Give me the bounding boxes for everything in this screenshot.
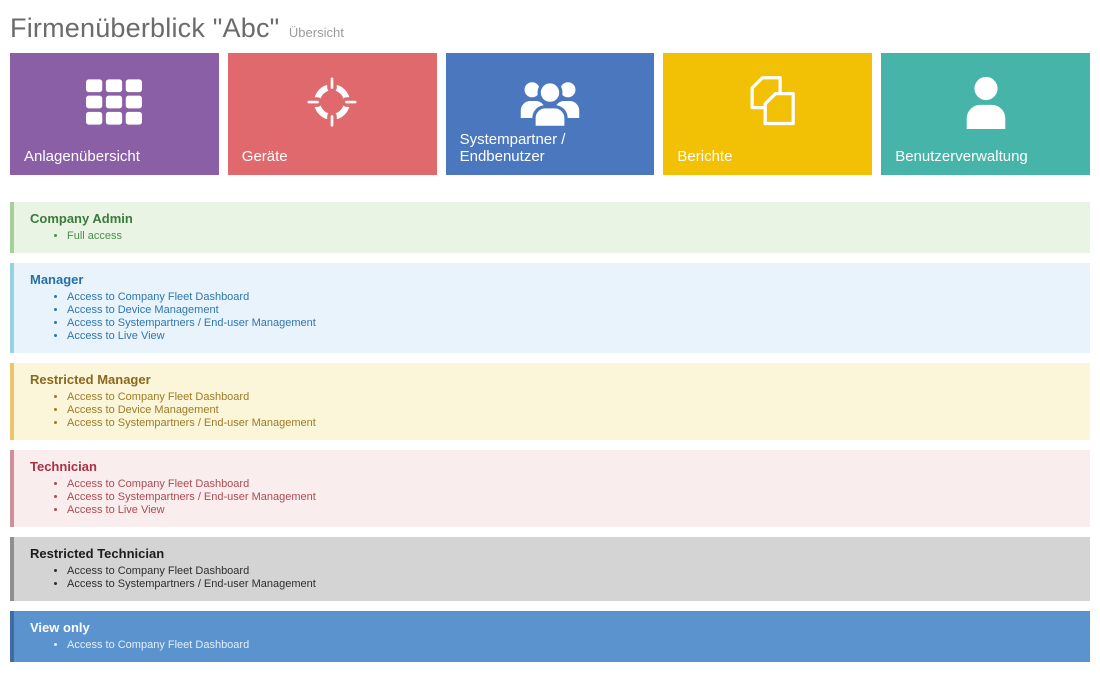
permission-item: Access to Systempartners / End-user Mana…: [67, 578, 1074, 591]
role-card-restricted-manager: Restricted Manager Access to Company Fle…: [10, 363, 1090, 440]
permission-list: Full access: [30, 230, 1074, 243]
permission-list: Access to Company Fleet DashboardAccess …: [30, 291, 1074, 343]
role-title: Restricted Technician: [30, 546, 165, 561]
role-title: Restricted Manager: [30, 372, 151, 387]
permission-list: Access to Company Fleet DashboardAccess …: [30, 565, 1074, 591]
permission-item: Access to Live View: [67, 330, 1074, 343]
role-card-manager: Manager Access to Company Fleet Dashboar…: [10, 263, 1090, 353]
permission-list: Access to Company Fleet DashboardAccess …: [30, 391, 1074, 430]
permission-list: Access to Company Fleet Dashboard: [30, 639, 1074, 652]
tile-benutzerverwaltung[interactable]: Benutzerverwaltung: [881, 53, 1090, 175]
tile-label: Geräte: [241, 148, 288, 165]
permission-list: Access to Company Fleet DashboardAccess …: [30, 478, 1074, 517]
permission-item: Access to Systempartners / End-user Mana…: [67, 317, 1074, 330]
permission-item: Access to Device Management: [67, 304, 1074, 317]
tile-geraete[interactable]: Geräte: [227, 53, 437, 175]
role-card-technician: Technician Access to Company Fleet Dashb…: [10, 450, 1090, 527]
permission-item: Access to Systempartners / End-user Mana…: [67, 491, 1074, 504]
documents-icon: [750, 76, 795, 126]
permission-item: Full access: [67, 230, 1074, 243]
permission-item: Access to Systempartners / End-user Mana…: [67, 417, 1074, 430]
role-title: Manager: [30, 272, 84, 287]
crosshair-icon: [304, 74, 361, 130]
page-subtitle: Übersicht: [288, 25, 344, 40]
page-header: Firmenüberblick "Abc" Übersicht: [0, 0, 1100, 53]
permission-item: Access to Company Fleet Dashboard: [67, 291, 1074, 304]
role-card-restricted-technician: Restricted Technician Access to Company …: [10, 537, 1090, 601]
tile-label: Anlagenübersicht: [24, 148, 140, 165]
grid-icon: [86, 79, 143, 125]
users-icon: [520, 80, 580, 128]
permission-item: Access to Live View: [67, 504, 1074, 517]
user-icon: [966, 76, 1005, 129]
tile-label: Benutzerverwaltung: [895, 148, 1028, 165]
page-title: Firmenüberblick "Abc": [10, 13, 280, 43]
tile-label: Systempartner / Endbenutzer: [459, 131, 566, 165]
permission-item: Access to Company Fleet Dashboard: [67, 565, 1074, 578]
role-card-company-admin: Company Admin Full access: [10, 202, 1090, 253]
permission-item: Access to Company Fleet Dashboard: [67, 639, 1074, 652]
tile-row: Anlagenübersicht Geräte: [10, 53, 1090, 175]
role-title: Company Admin: [30, 211, 133, 226]
role-card-view-only: View only Access to Company Fleet Dashbo…: [10, 611, 1090, 662]
tile-systempartner-endbenutzer[interactable]: Systempartner / Endbenutzer: [445, 53, 655, 175]
permission-item: Access to Company Fleet Dashboard: [67, 391, 1074, 404]
permission-item: Access to Device Management: [67, 404, 1074, 417]
tile-label: Berichte: [677, 148, 733, 165]
role-title: Technician: [30, 459, 97, 474]
tile-anlagenuebersicht[interactable]: Anlagenübersicht: [10, 53, 219, 175]
permission-item: Access to Company Fleet Dashboard: [67, 478, 1074, 491]
role-list: Company Admin Full access Manager Access…: [10, 202, 1090, 662]
role-title: View only: [30, 620, 90, 635]
tile-berichte[interactable]: Berichte: [663, 53, 873, 175]
